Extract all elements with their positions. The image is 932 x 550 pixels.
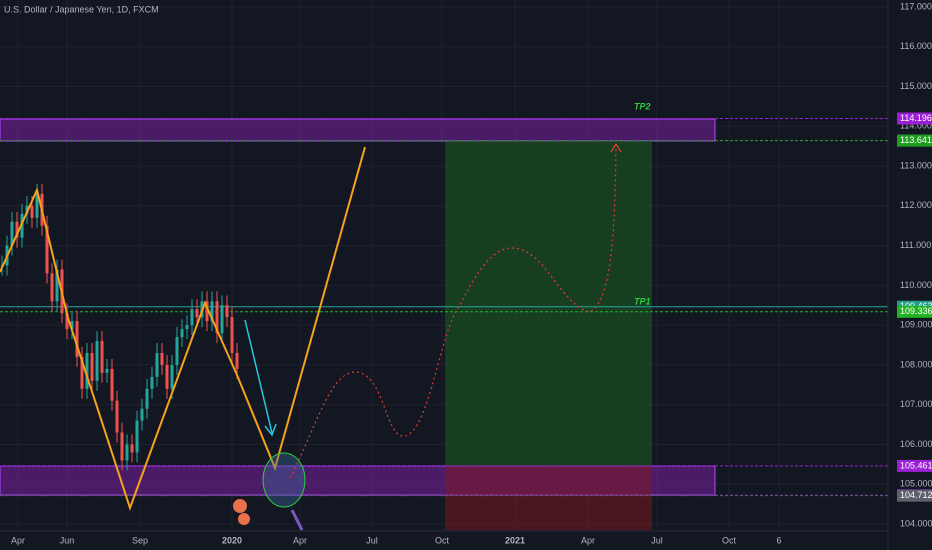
resistance-zone	[0, 118, 716, 142]
price-tag	[897, 112, 932, 125]
candle	[110, 368, 114, 401]
price-tag-label: 114.196	[900, 113, 932, 123]
candle	[170, 364, 174, 389]
price-tick-label: 108.000	[900, 359, 932, 369]
price-tick-label: 104.000	[900, 518, 932, 528]
candle	[90, 352, 94, 381]
candle	[235, 352, 239, 369]
candle	[105, 368, 109, 373]
price-tag-label: 113.641	[900, 135, 932, 145]
time-tick-label: Apr	[293, 535, 307, 545]
candle	[65, 313, 69, 330]
levels	[0, 118, 888, 497]
price-tick-label: 105.000	[900, 479, 932, 489]
price-tag-label: 105.461	[900, 460, 932, 470]
candle	[80, 356, 84, 389]
price-tag-label: 109.336	[900, 306, 932, 316]
candle	[15, 221, 19, 238]
candle	[95, 341, 99, 381]
candle	[120, 432, 124, 461]
price-tag	[897, 489, 932, 502]
price-tag	[897, 134, 932, 147]
zigzag-pattern	[0, 146, 366, 512]
candle	[45, 225, 49, 274]
tp1-label: TP1	[634, 296, 651, 306]
candle	[195, 309, 199, 318]
candle	[190, 309, 194, 326]
candle	[125, 444, 129, 461]
axis-labels: 117.000 116.000 115.000 114.000 113.000 112.0…	[11, 1, 932, 545]
profit-zone	[445, 141, 652, 466]
time-tick-label: Apr	[581, 535, 595, 545]
candle	[115, 400, 119, 433]
event-icon	[238, 513, 250, 525]
candle	[70, 321, 74, 330]
candle	[185, 325, 189, 330]
arrow-head	[264, 423, 277, 437]
candle	[165, 364, 169, 389]
price-tick-label: 106.000	[900, 439, 932, 449]
symbol-title: U.S. Dollar / Japanese Yen, 1D, FXCM	[4, 4, 159, 14]
focus-circle	[262, 452, 306, 508]
price-tick-label: 109.000	[900, 320, 932, 330]
price-tag	[897, 305, 932, 318]
stop-zone	[445, 466, 652, 530]
candle	[135, 420, 139, 453]
price-tick-label: 110.000	[900, 280, 932, 290]
purple-arrow	[290, 509, 304, 531]
candle	[230, 317, 234, 353]
price-tick-label: 117.000	[900, 1, 932, 11]
candle	[160, 352, 164, 365]
candle	[55, 269, 59, 302]
time-tick-label: Oct	[435, 535, 450, 545]
candle	[155, 352, 159, 377]
candle	[150, 376, 154, 389]
candle	[20, 213, 24, 238]
time-tick-label: Jul	[366, 535, 378, 545]
candle	[35, 193, 39, 218]
time-tick-label: Oct	[722, 535, 737, 545]
candle	[100, 341, 104, 373]
price-axis	[888, 0, 932, 550]
candle	[75, 321, 79, 357]
price-tick-label: 115.000	[900, 81, 932, 91]
price-tick-label: 107.000	[900, 399, 932, 409]
candle	[130, 444, 134, 453]
time-tick-label: Jul	[651, 535, 663, 545]
down-arrow	[244, 319, 273, 434]
candle	[10, 221, 14, 246]
candle	[210, 301, 214, 322]
price-tag	[897, 459, 932, 472]
candle	[180, 329, 184, 338]
candle	[215, 301, 219, 334]
price-tick-label: 111.000	[900, 240, 931, 250]
candle	[140, 408, 144, 421]
projection-head	[610, 142, 622, 153]
candle	[30, 205, 34, 218]
candle	[145, 388, 149, 409]
price-tick-label: 116.000	[900, 41, 932, 51]
candle	[205, 301, 209, 322]
time-tick-label: Apr	[11, 535, 25, 545]
candle	[220, 305, 224, 334]
candle	[225, 305, 229, 318]
price-tag-label: 104.712	[900, 490, 932, 500]
price-tick-label: 112.000	[900, 200, 932, 210]
price-tick-label: 113.000	[900, 160, 932, 170]
time-tick-label: 2020	[222, 535, 242, 545]
candle	[175, 337, 179, 365]
tp2-label: TP2	[634, 101, 651, 111]
time-tick-label: 2021	[505, 535, 525, 545]
candle	[50, 273, 54, 302]
event-icon	[233, 499, 247, 513]
time-tick-label: Sep	[132, 535, 148, 545]
candle	[85, 352, 89, 389]
price-tick-label: 114.000	[900, 121, 932, 131]
candles	[0, 183, 239, 471]
time-tick-label: Jun	[60, 535, 75, 545]
time-tick-label: 6	[776, 535, 781, 545]
